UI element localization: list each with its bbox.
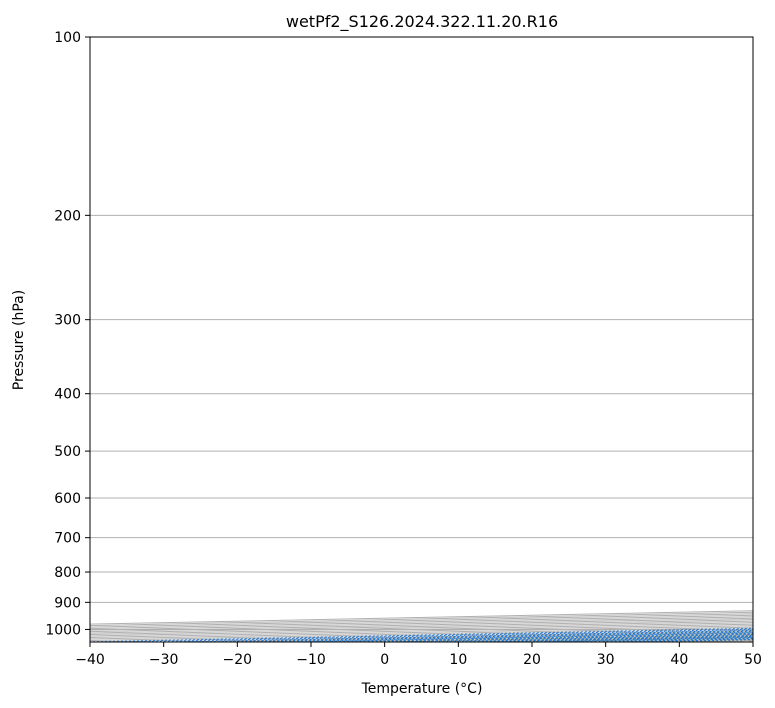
x-tick-label: −40 [75,652,105,668]
plot-frame [89,36,754,643]
x-tick-label: −10 [296,652,326,668]
y-tick-label: 600 [54,491,81,507]
y-tick-label: 100 [54,30,81,46]
x-tick-label: 20 [523,652,541,668]
y-tick-label: 300 [54,313,81,329]
y-tick-label: 400 [54,387,81,403]
y-tick-label: 200 [54,208,81,224]
x-tick-label: −30 [149,652,179,668]
chart-title: wetPf2_S126.2024.322.11.20.R16 [286,12,558,32]
y-axis-label: Pressure (hPa) [11,290,27,390]
x-tick-label: 0 [380,652,389,668]
y-tick-label: 700 [54,531,81,547]
y-tick-label: 900 [54,595,81,611]
y-tick-label: 500 [54,444,81,460]
x-tick-label: −20 [223,652,253,668]
x-tick-label: 30 [597,652,615,668]
y-tick-label: 800 [54,565,81,581]
axes: −40 −30 −20 −10 0 10 20 30 40 50 100 200 300 400 500 60… [45,30,762,668]
guide-lines [90,37,753,642]
y-tick-label: 1000 [45,622,81,638]
x-tick-label: 50 [744,652,762,668]
plot-background [90,37,753,642]
isotherm-gridline [752,641,753,642]
x-tick-label: 10 [449,652,467,668]
x-tick-label: 40 [670,652,688,668]
x-axis-label: Temperature (°C) [361,681,483,697]
